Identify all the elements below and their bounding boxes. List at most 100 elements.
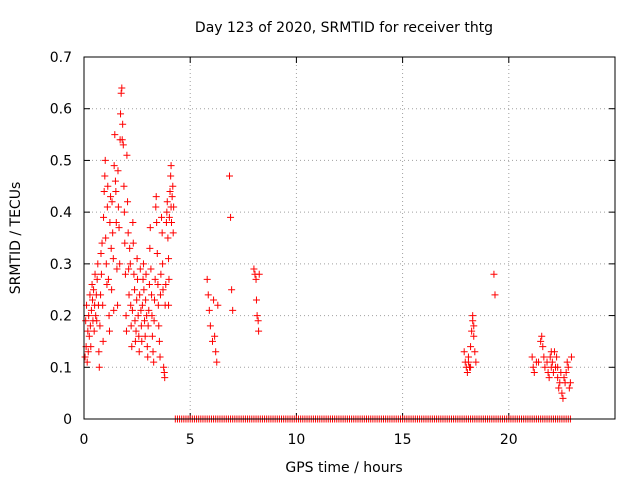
data-point	[156, 291, 164, 299]
data-point	[128, 343, 136, 351]
data-point	[143, 343, 151, 351]
data-point	[120, 182, 128, 190]
data-point	[211, 332, 219, 340]
data-point	[88, 296, 96, 304]
y-axis-ticks: 0 0.1 0.2 0.3 0.4 0.5 0.6 0.7	[50, 50, 615, 428]
data-point	[111, 131, 119, 139]
data-point	[566, 379, 574, 387]
y-tick-label: 0.2	[50, 309, 72, 325]
data-point	[152, 193, 160, 201]
data-point	[110, 162, 118, 170]
data-point	[125, 291, 133, 299]
data-point	[116, 260, 124, 268]
data-point	[137, 306, 145, 314]
data-point	[467, 363, 475, 371]
data-point	[124, 229, 132, 237]
data-point	[100, 213, 108, 221]
data-point	[98, 239, 106, 247]
data-point	[528, 353, 536, 361]
data-point	[119, 120, 127, 128]
data-point	[111, 177, 119, 185]
data-point	[138, 301, 146, 309]
data-point	[563, 358, 571, 366]
data-point	[84, 348, 92, 356]
data-point	[93, 275, 101, 283]
data-point	[163, 198, 171, 206]
data-point	[546, 353, 554, 361]
data-point	[102, 234, 110, 242]
data-point	[152, 203, 160, 211]
data-point	[102, 260, 110, 268]
data-point	[165, 255, 173, 263]
data-point	[134, 312, 142, 320]
data-point	[565, 384, 573, 392]
data-point	[131, 337, 139, 345]
data-point	[125, 265, 133, 273]
data-point	[81, 353, 89, 361]
data-point	[538, 332, 546, 340]
data-point	[84, 327, 92, 335]
x-tick-label: 10	[287, 432, 305, 448]
data-point	[162, 281, 170, 289]
data-point	[97, 291, 105, 299]
data-point	[86, 291, 94, 299]
data-point	[535, 358, 543, 366]
grid-lines	[84, 57, 615, 419]
y-axis-title: SRMTID / TECUs	[8, 182, 24, 295]
data-point	[121, 239, 129, 247]
data-point	[161, 374, 169, 382]
data-point	[99, 301, 107, 309]
data-point	[490, 270, 498, 278]
data-point	[559, 394, 567, 402]
data-point	[146, 224, 154, 232]
data-point	[95, 363, 103, 371]
data-point	[87, 343, 95, 351]
data-point	[85, 332, 93, 340]
data-point	[470, 322, 478, 330]
data-point	[255, 270, 263, 278]
data-point	[203, 275, 211, 283]
data-point	[212, 348, 220, 356]
data-point	[124, 198, 132, 206]
data-point	[101, 156, 109, 164]
data-point	[99, 337, 107, 345]
data-point	[86, 322, 94, 330]
data-point	[252, 296, 260, 304]
data-point	[227, 213, 235, 221]
data-point	[564, 363, 572, 371]
data-point	[169, 229, 177, 237]
data-point	[252, 275, 260, 283]
y-tick-label: 0.5	[50, 153, 72, 169]
data-point	[159, 286, 167, 294]
data-point	[104, 182, 112, 190]
data-point	[151, 275, 159, 283]
data-point	[549, 368, 557, 376]
data-point	[82, 317, 90, 325]
data-point	[169, 182, 177, 190]
data-point	[139, 275, 147, 283]
data-point	[91, 270, 99, 278]
data-point	[153, 218, 161, 226]
data-point	[464, 358, 472, 366]
data-point	[470, 332, 478, 340]
data-point	[204, 291, 212, 299]
data-point	[255, 327, 263, 335]
data-point	[88, 281, 96, 289]
data-point	[145, 306, 153, 314]
data-point	[148, 291, 156, 299]
data-point	[140, 286, 148, 294]
y-tick-label: 0.4	[50, 205, 72, 221]
data-point	[225, 172, 233, 180]
data-point	[548, 358, 556, 366]
data-point	[118, 84, 126, 92]
data-point	[122, 312, 130, 320]
data-point	[165, 213, 173, 221]
data-point	[128, 306, 136, 314]
data-point	[562, 368, 570, 376]
data-point	[109, 255, 117, 263]
data-point	[471, 348, 479, 356]
data-point	[460, 348, 468, 356]
data-point	[160, 363, 168, 371]
data-point	[107, 244, 115, 252]
